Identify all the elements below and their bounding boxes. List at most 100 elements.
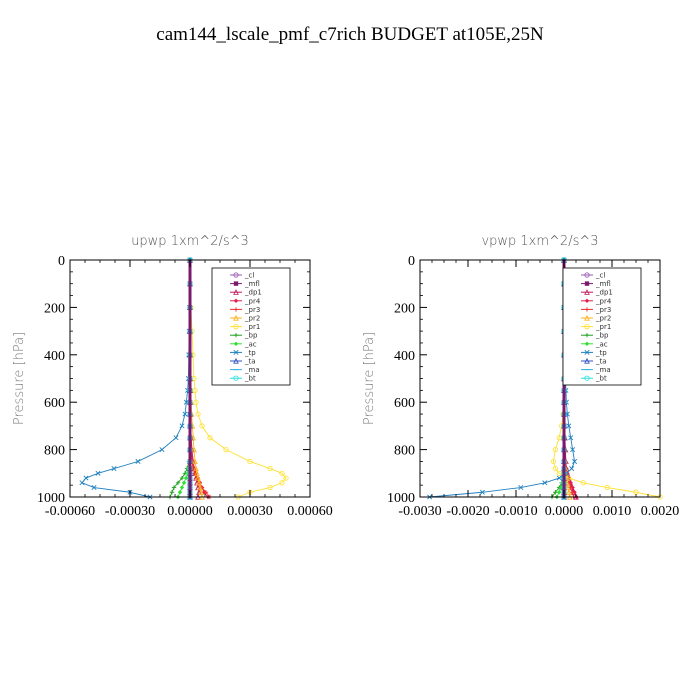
data-point	[173, 435, 179, 441]
legend-label: _mfl	[244, 280, 260, 288]
data-point	[604, 484, 610, 491]
data-point	[553, 490, 558, 495]
data-point	[569, 466, 575, 472]
legend-marker	[584, 272, 590, 278]
legend-marker	[233, 314, 239, 321]
legend-label: _mfl	[595, 280, 611, 288]
data-point	[195, 411, 201, 417]
y-tick-label: 800	[394, 444, 415, 459]
legend-label: _dp1	[595, 289, 613, 297]
data-point	[267, 484, 273, 491]
data-point	[83, 475, 89, 481]
legend-marker	[233, 281, 239, 286]
data-point	[182, 411, 188, 417]
data-point	[565, 489, 572, 495]
legend-label: _bt	[595, 375, 607, 383]
x-tick-label: 0.00000	[167, 504, 213, 519]
data-point	[247, 458, 253, 465]
legend-label: _pr4	[244, 297, 261, 305]
figure-title: cam144_lscale_pmf_c7rich BUDGET at105E,2…	[156, 24, 544, 45]
legend-label: _bp	[244, 332, 258, 340]
legend-label: _pr1	[244, 323, 260, 331]
data-point	[179, 485, 185, 490]
data-point	[552, 446, 558, 453]
data-point	[191, 446, 197, 453]
legend-marker	[233, 341, 239, 346]
y-axis-label: Pressure [hPa]	[362, 332, 377, 425]
y-tick-label: 1000	[37, 491, 65, 506]
legend-label: _pr3	[244, 306, 260, 314]
panel-title: vpwp 1xm^2/s^3	[481, 234, 598, 249]
data-point	[570, 485, 575, 490]
data-point	[556, 475, 562, 481]
legend-marker	[584, 357, 590, 364]
data-point	[564, 484, 571, 491]
legend-label: _cl	[595, 272, 605, 280]
x-tick-label: -0.00060	[45, 504, 95, 519]
legend-marker	[584, 281, 590, 286]
y-tick-label: 600	[394, 396, 415, 411]
y-tick-label: 600	[44, 396, 65, 411]
legend-marker	[233, 272, 239, 278]
legend-label: _pr1	[595, 323, 611, 331]
data-point	[91, 485, 97, 491]
data-point	[572, 458, 578, 464]
data-point	[194, 470, 200, 476]
legend-marker	[233, 357, 239, 364]
legend-label: _dp1	[244, 289, 262, 297]
legend-marker	[584, 341, 590, 346]
data-point	[181, 480, 187, 485]
data-point	[279, 470, 285, 476]
legend-marker	[584, 314, 590, 321]
data-point	[95, 470, 101, 476]
legend-marker	[584, 333, 590, 338]
x-tick-label: -0.00030	[105, 504, 155, 519]
legend: _cl_mfl_dp1_pr4_pr3_pr2_pr1_bp_ac_tp_ta_…	[211, 267, 291, 386]
data-point	[283, 475, 289, 481]
legend-label: _pr4	[595, 297, 612, 305]
data-point	[175, 480, 181, 485]
data-point	[568, 435, 574, 441]
legend-label: _ac	[595, 340, 608, 348]
legend-marker	[584, 307, 590, 312]
legend-label: _ac	[244, 340, 257, 348]
legend-marker	[584, 298, 590, 303]
data-point	[159, 447, 165, 453]
x-tick-label: 0.00060	[287, 504, 333, 519]
data-point	[111, 466, 117, 472]
x-tick-label: -0.0010	[494, 504, 537, 519]
legend-label: _ma	[595, 366, 611, 374]
legend-marker	[233, 333, 239, 338]
legend-box	[562, 267, 642, 386]
y-tick-label: 0	[408, 254, 415, 269]
legend-marker	[233, 375, 239, 381]
data-point	[135, 458, 141, 464]
legend-label: _pr2	[595, 315, 611, 323]
data-point	[566, 423, 572, 429]
data-point	[569, 490, 575, 495]
legend-marker	[233, 323, 239, 330]
data-point	[183, 475, 189, 481]
legend-label: _ma	[244, 366, 260, 374]
upwp-panel: upwp 1xm^2/s^3 Pressure [hPa] 0 200 400 600 80…	[12, 234, 333, 519]
legend-box	[211, 267, 291, 386]
y-tick-label: 400	[394, 349, 415, 364]
data-point	[203, 490, 209, 495]
legend-label: _pr3	[595, 306, 611, 314]
data-point	[223, 446, 229, 453]
data-point	[572, 490, 577, 495]
y-tick-label: 0	[58, 254, 65, 269]
y-axis-label: Pressure [hPa]	[12, 332, 27, 425]
data-point	[570, 447, 576, 453]
legend-label: _tp	[244, 349, 256, 357]
data-point	[179, 423, 185, 429]
vpwp-panel: vpwp 1xm^2/s^3 Pressure [hPa] 0 200 400 600 80…	[362, 234, 679, 519]
data-point	[196, 479, 202, 486]
legend-label: _bt	[244, 375, 256, 383]
data-point	[193, 465, 199, 472]
data-point	[197, 484, 203, 491]
y-tick-label: 200	[394, 301, 415, 316]
x-tick-label: 0.0010	[593, 504, 632, 519]
x-tick-label: 0.00030	[227, 504, 273, 519]
